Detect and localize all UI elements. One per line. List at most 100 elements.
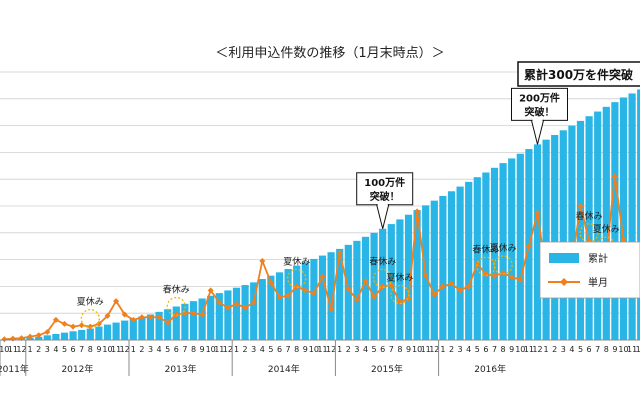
tick-label: 11: [214, 345, 224, 354]
bar-33: [284, 268, 292, 340]
point-26: [224, 304, 231, 311]
point-57: [491, 272, 498, 279]
point-19: [164, 319, 171, 326]
legend-cumulative: 累計: [588, 252, 608, 265]
bar-11: [95, 326, 103, 340]
headline-text: 累計300万を件突破: [524, 67, 633, 82]
bar-43: [370, 232, 378, 340]
tick-label: 6: [380, 345, 385, 354]
tick-label: 11: [627, 345, 637, 354]
tick-label: 7: [595, 345, 600, 354]
season-highlight: [579, 223, 599, 243]
season-highlight: [166, 296, 186, 317]
point-48: [414, 208, 421, 215]
bar-42: [361, 236, 370, 340]
bar-46: [396, 219, 404, 340]
bar-23: [198, 298, 206, 340]
point-40: [345, 286, 352, 293]
point-49: [422, 272, 429, 279]
tick-label: 11: [8, 345, 18, 354]
point-41: [353, 296, 360, 303]
bar-25: [215, 293, 223, 340]
point-13: [113, 298, 120, 305]
tick-label: 1: [28, 345, 33, 354]
tick-label: 6: [587, 345, 592, 354]
tick-label: 2: [346, 345, 351, 354]
tick-label: 10: [412, 345, 422, 354]
tick-label: 6: [483, 345, 488, 354]
point-24: [207, 287, 214, 294]
bar-66: [568, 125, 576, 340]
callout-pointer: [530, 119, 545, 145]
tick-label: 10: [206, 345, 216, 354]
bar-62: [533, 144, 542, 340]
tick-label: 8: [294, 345, 299, 354]
season-label: 春休み: [576, 210, 603, 222]
point-60: [517, 276, 524, 283]
tick-label: 8: [88, 345, 93, 354]
season-highlight: [390, 284, 410, 305]
bar-65: [559, 130, 567, 340]
tick-label: 12: [120, 345, 130, 354]
season-label: 春休み: [472, 243, 499, 255]
bar-30: [258, 279, 266, 340]
callout-gap: [377, 202, 388, 206]
bar-22: [189, 301, 198, 340]
bar-34: [293, 265, 301, 340]
tick-label: 5: [165, 345, 170, 354]
point-23: [199, 311, 206, 318]
tick-label: 3: [458, 345, 463, 354]
tick-label: 4: [260, 345, 265, 354]
tick-label: 4: [157, 345, 162, 354]
bar-36: [310, 258, 318, 340]
point-62: [534, 209, 541, 216]
bar-21: [181, 303, 189, 340]
tick-label: 11: [421, 345, 431, 354]
point-8: [70, 323, 77, 330]
tick-label: 4: [466, 345, 471, 354]
season-label: 夏休み: [77, 296, 104, 308]
bar-8: [69, 331, 77, 340]
tick-label: 2: [243, 345, 248, 354]
bar-15: [129, 318, 137, 340]
bar-24: [207, 295, 215, 340]
tick-label: 11: [111, 345, 121, 354]
bar-9: [78, 329, 86, 340]
bar-4: [35, 336, 43, 340]
point-9: [78, 322, 85, 329]
tick-label: 4: [569, 345, 574, 354]
point-71: [611, 173, 618, 180]
bar-52: [447, 191, 456, 340]
tick-label: 8: [191, 345, 196, 354]
bar-6: [52, 333, 60, 340]
tick-label: 4: [363, 345, 368, 354]
point-55: [474, 260, 481, 267]
season-label: 春休み: [369, 255, 396, 267]
tick-label: 9: [612, 345, 617, 354]
callout-line2: 突破！: [525, 105, 555, 118]
tick-label: 6: [277, 345, 282, 354]
tick-label: 5: [475, 345, 480, 354]
tick-label: 12: [326, 345, 336, 354]
bar-12: [103, 324, 112, 340]
point-59: [508, 274, 515, 281]
tick-label: 9: [200, 345, 205, 354]
tick-label: 4: [53, 345, 58, 354]
point-52: [448, 280, 455, 287]
tick-label: 6: [174, 345, 179, 354]
tick-label: 9: [509, 345, 514, 354]
callout-gap: [532, 118, 543, 122]
tick-label: 7: [389, 345, 394, 354]
point-14: [121, 311, 128, 318]
tick-label: 9: [303, 345, 308, 354]
tick-label: 9: [96, 345, 101, 354]
tick-label: 6: [71, 345, 76, 354]
tick-label: 5: [62, 345, 67, 354]
point-30: [259, 257, 266, 264]
bar-70: [602, 106, 610, 340]
bar-72: [619, 97, 628, 341]
tick-label: 1: [337, 345, 342, 354]
year-label: 2016年: [474, 363, 506, 375]
